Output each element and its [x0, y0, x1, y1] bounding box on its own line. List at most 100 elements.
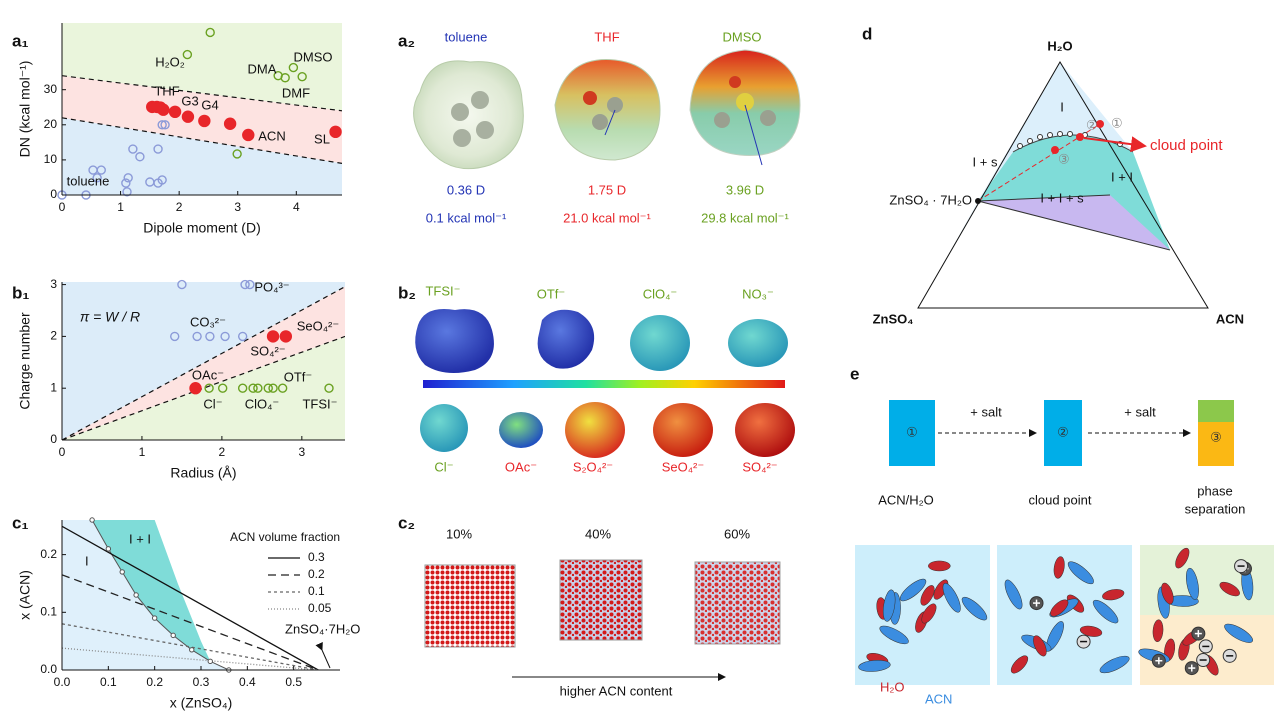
point — [240, 279, 250, 290]
state-label: ③ — [1210, 429, 1222, 444]
vertex-label: ACN — [1216, 311, 1244, 326]
simulation-box — [424, 564, 516, 648]
point-label: DMA — [248, 61, 277, 76]
point — [263, 383, 273, 393]
legend-label: 0.1 — [308, 584, 325, 598]
x-axis-label: x (ZnSO₄) — [170, 695, 233, 711]
point — [153, 144, 163, 154]
cloud-point-label: cloud point — [1150, 137, 1223, 154]
atom — [714, 112, 730, 128]
acetonitrile — [882, 589, 896, 622]
donor-number: 21.0 kcal mol⁻¹ — [563, 210, 651, 225]
point-label: OTf⁻ — [284, 369, 313, 384]
shape — [1047, 132, 1053, 138]
atom — [583, 91, 597, 105]
vial — [889, 400, 935, 466]
point — [297, 72, 307, 82]
water — [1175, 547, 1190, 569]
region-label: I + I — [1111, 169, 1133, 184]
point-label: OAc⁻ — [192, 367, 224, 382]
colorbar — [423, 380, 785, 388]
vertex-label: H₂O — [1047, 38, 1072, 53]
point — [122, 187, 132, 197]
y-tick-label: 10 — [44, 152, 58, 166]
plot-area — [62, 282, 345, 440]
point — [329, 125, 342, 139]
shape — [1067, 131, 1073, 137]
point — [135, 152, 145, 162]
binodal-point — [170, 632, 176, 639]
point — [128, 144, 138, 154]
x-tick-label: 3 — [298, 445, 305, 459]
ion-label: OTf⁻ — [537, 286, 566, 301]
acetonitrile — [1186, 567, 1199, 600]
region-label: I + I + s — [1040, 190, 1084, 205]
point — [168, 105, 182, 119]
vial — [1198, 400, 1234, 422]
y-axis-label: DN (kcal mol⁻¹) — [17, 61, 33, 158]
arrow-label: higher ACN content — [560, 683, 673, 698]
binodal-point — [151, 615, 158, 621]
state-point — [1096, 120, 1104, 128]
acetonitrile — [1004, 579, 1023, 610]
y-tick-label: 0 — [50, 432, 57, 446]
point-label: ① — [1111, 115, 1123, 130]
region — [978, 62, 1133, 201]
hydrate-label: ZnSO₄ · 7H₂O — [889, 192, 972, 207]
point-label: H₂O₂ — [155, 54, 185, 69]
point — [182, 49, 193, 60]
legend-label: 0.3 — [308, 550, 325, 564]
legend-title: ACN volume fraction — [230, 530, 340, 544]
step-label: + salt — [970, 404, 1002, 419]
water — [1033, 635, 1047, 657]
point — [248, 383, 258, 393]
atom — [607, 97, 623, 113]
point — [217, 383, 228, 393]
point — [279, 330, 293, 343]
panel-label: e — [850, 364, 859, 383]
series-line — [62, 525, 319, 670]
region — [62, 23, 342, 111]
dipole: 3.96 D — [726, 182, 764, 197]
acetonitrile — [858, 659, 891, 672]
point — [266, 330, 280, 343]
point — [205, 331, 215, 342]
donor-number: 0.1 kcal mol⁻¹ — [426, 210, 507, 225]
point-label: Cl⁻ — [203, 396, 222, 411]
shape — [1037, 134, 1043, 140]
water — [1152, 619, 1164, 642]
state-point — [1076, 133, 1084, 141]
point — [92, 173, 102, 183]
water — [1050, 599, 1069, 617]
point-label: ③ — [1058, 151, 1070, 166]
point-label: ClO₄⁻ — [245, 396, 280, 411]
point — [192, 331, 202, 342]
point-label: PO₄³⁻ — [254, 279, 289, 294]
series-line — [62, 574, 319, 670]
fraction-label: 10% — [446, 526, 472, 541]
x-tick-label: 3 — [234, 200, 241, 214]
tie-line — [977, 200, 1171, 251]
ternary-frame — [917, 61, 1209, 309]
point — [177, 279, 187, 290]
point — [237, 331, 248, 342]
shape — [1027, 138, 1033, 144]
point — [220, 331, 230, 342]
ion-label: Cl⁻ — [434, 459, 453, 474]
acetonitrile — [1099, 655, 1130, 674]
series-line — [62, 647, 319, 670]
point — [280, 73, 290, 83]
boundary-line — [62, 75, 342, 112]
ion-surface — [499, 412, 543, 448]
atom — [453, 129, 471, 147]
point — [189, 381, 202, 395]
ion-label: NO₃⁻ — [742, 286, 774, 301]
water — [1053, 556, 1065, 579]
point-label: SL — [314, 131, 330, 146]
simulation-box — [559, 559, 643, 641]
annotation: ZnSO₄·7H₂O — [285, 621, 360, 636]
ion-surface — [630, 315, 690, 371]
shape — [1017, 143, 1023, 149]
x-tick-label: 1 — [139, 445, 146, 459]
water — [1161, 582, 1174, 605]
